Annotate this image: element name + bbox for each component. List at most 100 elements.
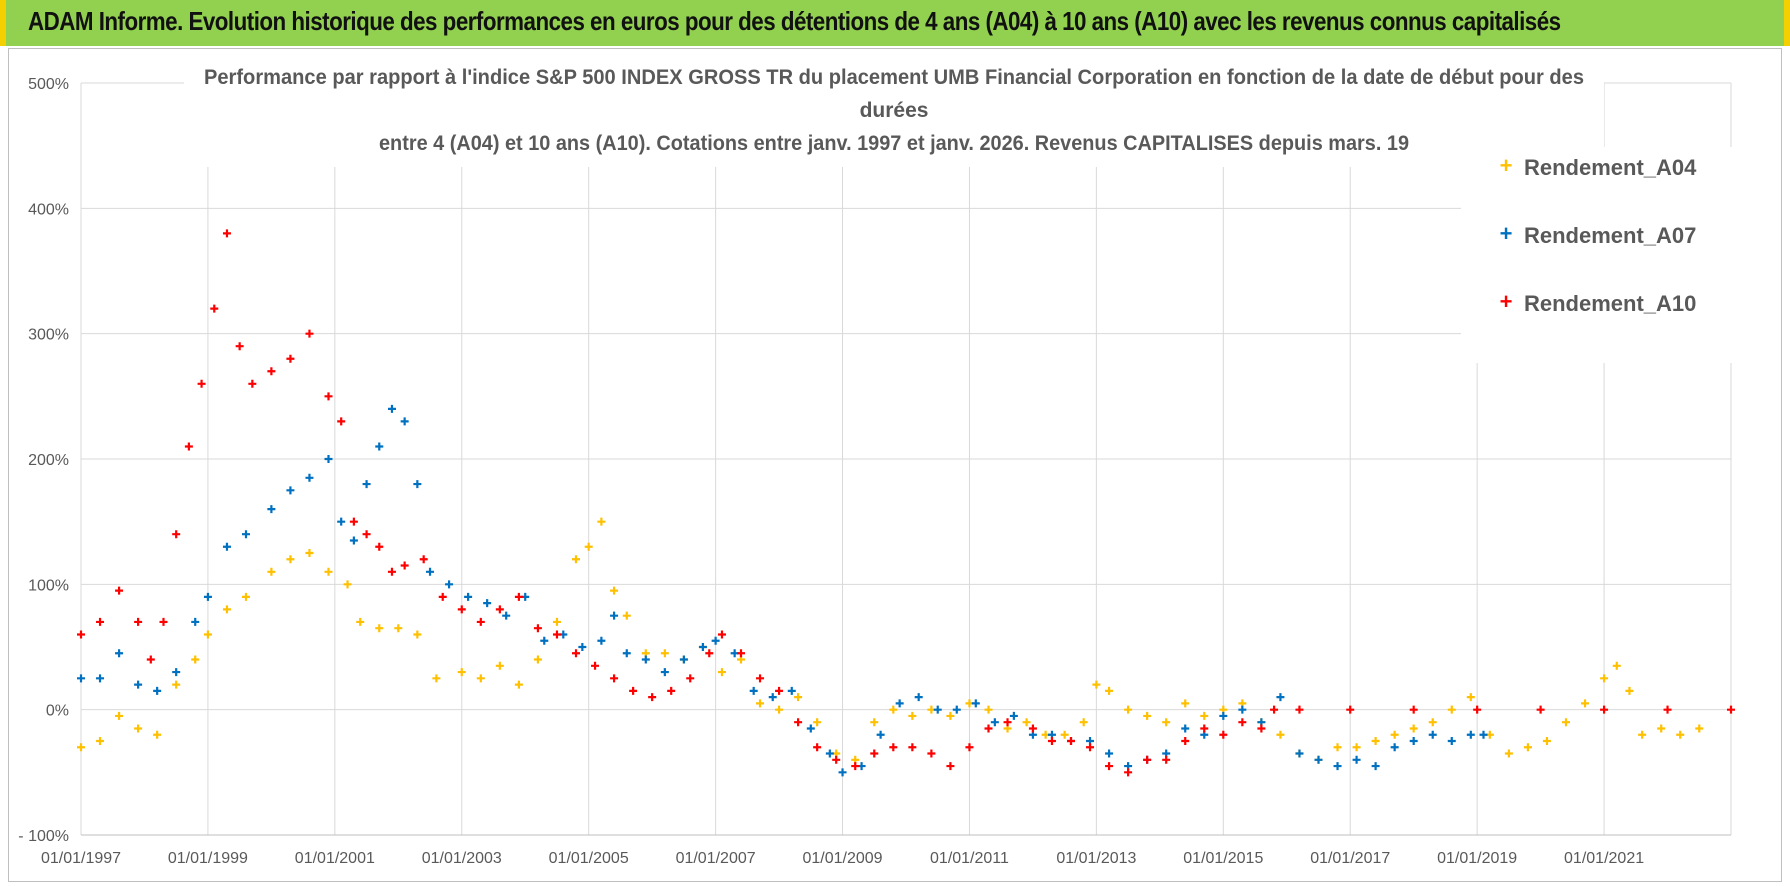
data-point-rendement-a04 — [946, 711, 955, 720]
data-point-rendement-a10 — [476, 617, 485, 626]
data-point-rendement-a04 — [1638, 730, 1647, 739]
data-point-rendement-a10 — [610, 674, 619, 683]
data-point-rendement-a10 — [1086, 743, 1095, 752]
data-point-rendement-a07 — [698, 643, 707, 651]
data-point-rendement-a10 — [514, 592, 523, 601]
data-point-rendement-a07 — [787, 686, 796, 695]
data-point-rendement-a10 — [457, 605, 466, 614]
data-point-rendement-a07 — [622, 649, 631, 658]
data-point-rendement-a07 — [1409, 737, 1418, 745]
data-point-rendement-a04 — [1600, 674, 1609, 683]
data-point-rendement-a07 — [502, 611, 511, 620]
data-point-rendement-a10 — [1143, 755, 1152, 764]
y-tick-label: 200% — [28, 452, 69, 469]
data-point-rendement-a10 — [172, 530, 181, 539]
data-point-rendement-a04 — [870, 718, 879, 727]
data-point-rendement-a04 — [775, 705, 784, 714]
data-point-rendement-a10 — [362, 530, 371, 539]
data-point-rendement-a04 — [597, 517, 606, 526]
x-tick-label: 01/01/1999 — [168, 850, 248, 867]
x-tick-label: 01/01/2013 — [1056, 850, 1136, 867]
x-tick-label: 01/01/2019 — [1437, 850, 1517, 867]
plot-panel: - 100% 0% 100% 200% 300% 400% 500% 01/01/1997 01… — [8, 48, 1782, 882]
data-point-rendement-a10 — [1536, 705, 1545, 714]
data-point-rendement-a10 — [648, 693, 657, 702]
data-point-rendement-a10 — [1346, 705, 1355, 714]
data-point-rendement-a04 — [96, 737, 105, 745]
data-point-rendement-a10 — [222, 229, 231, 238]
data-point-rendement-a07 — [749, 686, 758, 695]
data-point-rendement-a07 — [267, 505, 276, 514]
data-point-rendement-a07 — [1479, 730, 1488, 739]
data-point-rendement-a10 — [115, 586, 124, 595]
data-point-rendement-a07 — [876, 730, 885, 739]
data-point-rendement-a04 — [1060, 730, 1069, 739]
data-point-rendement-a10 — [1219, 730, 1228, 739]
legend: + Rendement_A04 + Rendement_A07 + Rendem… — [1461, 147, 1733, 363]
y-tick-label: 400% — [28, 201, 69, 218]
data-point-rendement-a04 — [756, 699, 765, 708]
data-point-rendement-a10 — [495, 605, 504, 614]
data-point-rendement-a04 — [1409, 724, 1418, 733]
data-point-rendement-a07 — [400, 417, 409, 426]
data-point-rendement-a10 — [813, 743, 822, 752]
data-point-rendement-a04 — [394, 624, 403, 633]
y-tick-label: 0% — [46, 703, 69, 720]
data-point-rendement-a10 — [1003, 718, 1012, 727]
data-point-rendement-a07 — [483, 599, 492, 608]
data-point-rendement-a10 — [305, 329, 314, 338]
data-point-rendement-a04 — [191, 655, 200, 664]
legend-marker-a10: + — [1500, 289, 1513, 314]
data-point-rendement-a04 — [286, 555, 295, 564]
data-point-rendement-a04 — [1447, 705, 1456, 714]
data-point-rendement-a10 — [197, 379, 206, 388]
data-point-rendement-a07 — [464, 592, 473, 601]
x-tick-label: 01/01/2009 — [802, 850, 882, 867]
data-point-rendement-a10 — [1124, 768, 1133, 777]
data-point-rendement-a07 — [349, 536, 358, 545]
data-point-rendement-a04 — [717, 668, 726, 677]
data-point-rendement-a10 — [324, 392, 333, 401]
data-point-rendement-a07 — [445, 580, 454, 589]
data-point-rendement-a10 — [1105, 762, 1114, 771]
data-point-rendement-a07 — [914, 693, 923, 702]
data-point-rendement-a04 — [1371, 737, 1380, 745]
data-point-rendement-a04 — [267, 567, 276, 576]
data-point-rendement-a04 — [1625, 686, 1634, 695]
x-tick-label: 01/01/2003 — [422, 850, 502, 867]
data-point-rendement-a07 — [679, 655, 688, 664]
data-point-rendement-a07 — [1428, 730, 1437, 739]
data-point-rendement-a04 — [552, 617, 561, 626]
data-point-rendement-a07 — [806, 724, 815, 733]
data-point-rendement-a07 — [222, 542, 231, 551]
x-tick-label: 01/01/1997 — [41, 850, 121, 867]
data-point-rendement-a07 — [641, 655, 650, 664]
data-point-rendement-a10 — [965, 743, 974, 752]
data-point-rendement-a10 — [705, 649, 714, 658]
data-point-rendement-a10 — [794, 718, 803, 727]
data-point-rendement-a07 — [825, 749, 834, 758]
data-point-rendement-a07 — [971, 699, 980, 708]
data-point-rendement-a07 — [610, 611, 619, 620]
chart-title-line-1: Performance par rapport à l'indice S&P 5… — [204, 66, 1584, 89]
data-point-rendement-a04 — [153, 730, 162, 739]
data-point-rendement-a10 — [1295, 705, 1304, 714]
data-point-rendement-a10 — [552, 630, 561, 639]
data-point-rendement-a04 — [134, 724, 143, 733]
data-point-rendement-a07 — [387, 404, 396, 413]
data-point-rendement-a10 — [832, 755, 841, 764]
data-point-rendement-a10 — [946, 762, 955, 771]
data-point-rendement-a07 — [286, 486, 295, 495]
chart-svg: - 100% 0% 100% 200% 300% 400% 500% 01/01/1997 01… — [18, 57, 1735, 867]
point-layer — [77, 229, 1735, 777]
data-point-rendement-a10 — [210, 304, 219, 313]
data-point-rendement-a07 — [134, 680, 143, 689]
x-tick-label: 01/01/2001 — [295, 850, 375, 867]
data-point-rendement-a04 — [1428, 718, 1437, 727]
data-point-rendement-a07 — [1105, 749, 1114, 758]
data-point-rendement-a07 — [305, 473, 314, 482]
data-point-rendement-a04 — [1333, 743, 1342, 752]
data-point-rendement-a07 — [895, 699, 904, 708]
data-point-rendement-a07 — [1466, 730, 1475, 739]
data-point-rendement-a04 — [813, 718, 822, 727]
